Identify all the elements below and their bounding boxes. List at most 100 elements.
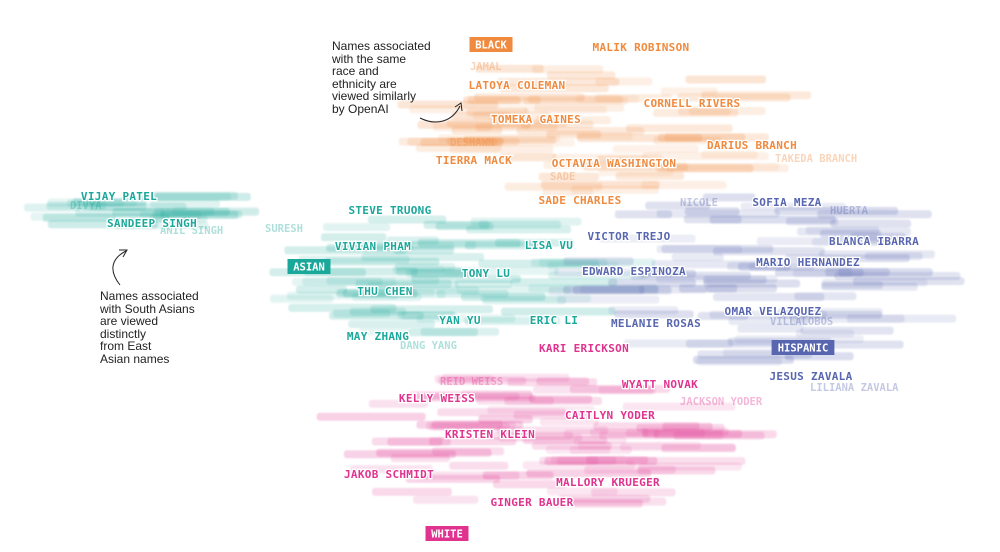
faint-name-black: JAMAL (470, 61, 502, 73)
cloud-stroke-black (496, 77, 620, 86)
faint-name-asian: DIVYA (70, 200, 102, 212)
cloud-stroke-white (434, 375, 494, 384)
cloud-stroke-hispanic (563, 257, 634, 266)
cloud-stroke-asian (456, 285, 571, 294)
name-label-white: KELLY WEISS (399, 392, 475, 405)
cloud-stroke-black (657, 133, 746, 142)
name-label-white: WYATT NOVAK (622, 378, 698, 391)
cloud-stroke-black (475, 123, 558, 132)
cloud-stroke-hispanic (696, 357, 782, 366)
name-label-asian: YAN YU (439, 314, 481, 327)
cloud-stroke-hispanic (671, 253, 724, 262)
cloud-stroke-white (432, 447, 505, 456)
cloud-stroke-black (640, 181, 727, 189)
cloud-stroke-black (595, 77, 653, 86)
group-badge-bg (425, 526, 469, 541)
cloud-stroke-asian (348, 320, 435, 329)
cloud-stroke-asian (320, 233, 387, 242)
cloud-stroke-asian (367, 215, 447, 224)
name-label-hispanic: MARIO HERNANDEZ (756, 256, 860, 269)
group-badge-white: WHITE (425, 526, 469, 541)
name-label-black: DARIUS BRANCH (707, 139, 797, 152)
cloud-stroke-hispanic (728, 317, 809, 325)
faint-name-black: DESHAWN (450, 137, 494, 149)
cloud-stroke-asian (358, 327, 410, 336)
name-label-hispanic: MELANIE ROSAS (611, 317, 701, 330)
cloud-stroke-hispanic (737, 324, 803, 333)
background-name-clouds (24, 64, 965, 508)
cloud-stroke-black (615, 171, 685, 180)
cloud-stroke-black (500, 153, 557, 162)
cloud-stroke-white (429, 422, 510, 431)
cloud-stroke-white (504, 397, 603, 405)
name-label-hispanic: VICTOR TREJO (587, 230, 670, 243)
cloud-stroke-white (591, 488, 676, 497)
cloud-stroke-white (540, 417, 599, 426)
name-label-white: KRISTEN KLEIN (445, 428, 535, 441)
cloud-stroke-black (504, 182, 603, 191)
asian-annotation-arrowhead (119, 249, 128, 258)
name-label-asian: THU CHEN (357, 285, 412, 298)
cloud-stroke-white (316, 412, 426, 421)
cloud-stroke-asian (442, 267, 559, 275)
faint-name-hispanic: VILLALOBOS (770, 316, 833, 328)
cloud-stroke-hispanic (795, 329, 855, 338)
cloud-stroke-asian (295, 285, 348, 294)
name-label-white: MALLORY KRUEGER (556, 476, 660, 489)
name-label-white: JAKOB SCHMIDT (344, 468, 434, 481)
cloud-stroke-asian (113, 221, 209, 230)
faint-name-asian: DANG YANG (400, 340, 457, 352)
cloud-stroke-white (513, 411, 592, 420)
cloud-stroke-hispanic (794, 292, 857, 301)
name-label-hispanic: SOFIA MEZA (752, 196, 821, 209)
faint-name-asian: ANIL SINGH (160, 225, 223, 237)
cloud-stroke-white (371, 437, 451, 446)
faint-name-black: TAKEDA BRANCH (775, 153, 857, 165)
cloud-stroke-hispanic (703, 275, 767, 284)
cloud-stroke-white (372, 487, 452, 496)
group-badge-bg (287, 259, 331, 274)
cloud-stroke-asian (270, 294, 334, 303)
cloud-stroke-black (493, 138, 575, 147)
name-label-black: TIERRA MACK (436, 154, 512, 167)
cloud-stroke-asian (417, 239, 521, 248)
cloud-stroke-white (350, 465, 433, 474)
group-badge-label: ASIAN (293, 262, 325, 274)
name-label-hispanic: OMAR VELAZQUEZ (725, 305, 822, 318)
cloud-stroke-white (493, 480, 567, 489)
cloud-stroke-black (677, 93, 791, 102)
faint-name-white: JACKSON YODER (680, 396, 763, 408)
cloud-stroke-white (622, 402, 736, 411)
name-label-black: CORNELL RIVERS (644, 97, 741, 110)
faint-name-white: REID WEISS (440, 376, 503, 388)
asian-cluster-annotation: Names associated with South Asians are v… (100, 289, 199, 366)
group-badge-bg (771, 340, 835, 355)
cloud-stroke-black (656, 164, 754, 173)
asian-annotation-arrow (112, 250, 127, 286)
cloud-stroke-black (472, 111, 551, 120)
cloud-stroke-white (673, 431, 765, 440)
cloud-stroke-hispanic (614, 210, 672, 219)
cloud-stroke-black (538, 172, 600, 181)
cloud-stroke-black (543, 161, 620, 169)
cloud-stroke-hispanic (709, 215, 836, 224)
cloud-stroke-asian (435, 222, 494, 231)
cloud-stroke-white (429, 437, 517, 446)
cloud-stroke-black (660, 87, 718, 96)
cloud-stroke-hispanic (709, 310, 827, 319)
cloud-stroke-hispanic (556, 295, 660, 304)
black-annotation-arrowhead (454, 102, 463, 112)
name-label-asian: ERIC LI (530, 314, 578, 327)
name-label-hispanic: JESUS ZAVALA (769, 370, 852, 383)
cloud-stroke-hispanic (614, 310, 694, 319)
cloud-stroke-white (539, 456, 599, 465)
cloud-stroke-black (498, 84, 609, 93)
cloud-stroke-black (701, 150, 758, 159)
cloud-stroke-asian (461, 292, 546, 301)
cloud-stroke-hispanic (623, 339, 734, 348)
cloud-stroke-hispanic (830, 219, 912, 228)
cloud-stroke-asian (500, 307, 616, 316)
cloud-stroke-asian (337, 288, 435, 297)
cloud-stroke-white (423, 471, 520, 480)
